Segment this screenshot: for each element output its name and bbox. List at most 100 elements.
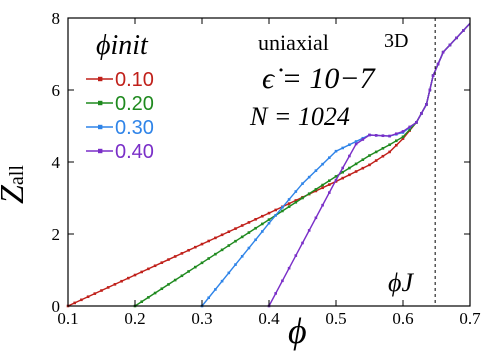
series-marker-0.10 <box>321 186 324 190</box>
series-marker-0.10 <box>381 154 385 158</box>
series-marker-0.30 <box>354 140 358 143</box>
series-marker-0.40 <box>334 178 338 182</box>
series-marker-0.30 <box>341 146 344 150</box>
x-tick-label: 0.7 <box>459 309 481 328</box>
series-marker-0.20 <box>328 179 331 183</box>
x-tick-label: 0.6 <box>392 309 413 328</box>
mode-label: uniaxial <box>258 30 329 55</box>
series-marker-0.10 <box>294 199 298 202</box>
series-marker-0.10 <box>173 255 177 258</box>
y-axis-label-main: Z <box>0 185 31 204</box>
series-marker-0.20 <box>194 265 197 269</box>
series-marker-0.20 <box>334 175 338 178</box>
series-marker-0.30 <box>247 246 251 250</box>
series-marker-0.10 <box>261 214 264 218</box>
series-marker-0.30 <box>227 271 231 275</box>
series-marker-0.40 <box>314 216 318 220</box>
series-marker-0.20 <box>388 143 391 147</box>
series-marker-0.40 <box>441 50 445 54</box>
legend-label: 0.10 <box>115 69 154 91</box>
series-marker-0.40 <box>420 112 423 115</box>
series-marker-0.10 <box>348 173 351 177</box>
series-marker-0.40 <box>294 254 298 257</box>
y-axis-label: Zall <box>0 150 50 210</box>
series-marker-0.20 <box>281 209 284 213</box>
series-marker-0.40 <box>425 103 428 106</box>
series-marker-0.10 <box>100 289 103 292</box>
series-marker-0.10 <box>113 283 117 286</box>
series-marker-0.20 <box>381 147 385 150</box>
series-marker-0.20 <box>294 201 298 204</box>
series-marker-0.40 <box>274 292 277 295</box>
series-marker-0.10 <box>328 183 331 186</box>
series-marker-0.40 <box>415 121 418 124</box>
series-marker-0.20 <box>234 239 237 243</box>
series-marker-0.20 <box>301 196 304 200</box>
series-marker-0.10 <box>207 239 210 243</box>
series-marker-0.10 <box>187 248 190 252</box>
series-marker-0.10 <box>133 273 137 277</box>
series-marker-0.20 <box>173 278 177 282</box>
series-marker-0.40 <box>301 241 304 245</box>
series-marker-0.40 <box>361 138 365 141</box>
series-marker-0.10 <box>247 221 251 224</box>
series-marker-0.30 <box>240 255 244 258</box>
series-marker-0.10 <box>240 224 244 227</box>
series-marker-0.30 <box>234 263 237 266</box>
legend: 0.100.200.300.40 <box>86 69 154 163</box>
series-marker-0.20 <box>160 287 164 291</box>
y-tick-label: 8 <box>52 9 61 28</box>
series-marker-0.10 <box>341 176 344 180</box>
legend-swatch-marker <box>98 76 103 82</box>
y-tick-label: 6 <box>52 81 61 100</box>
series-marker-0.20 <box>314 188 318 191</box>
series-marker-0.40 <box>428 88 432 92</box>
x-axis-label: ϕ <box>288 311 307 351</box>
series-marker-0.40 <box>307 229 311 232</box>
series-marker-0.30 <box>281 206 284 209</box>
series-marker-0.40 <box>431 74 435 77</box>
series-marker-0.30 <box>348 143 351 147</box>
series-marker-0.10 <box>80 298 83 302</box>
legend-label: 0.20 <box>115 93 154 115</box>
series-marker-0.10 <box>120 279 123 283</box>
y-tick-label: 4 <box>52 153 61 172</box>
series-marker-0.10 <box>106 286 110 289</box>
x-tick-label: 0.1 <box>57 309 78 328</box>
series-marker-0.30 <box>294 190 298 193</box>
series-marker-0.40 <box>354 142 358 146</box>
x-tick-label: 0.3 <box>191 309 212 328</box>
series-marker-0.20 <box>341 170 344 174</box>
series-marker-0.30 <box>328 156 331 159</box>
ticks-layer: 0.1 0.2 0.3 0.4 0.5 0.6 0.7 0 2 4 6 8 <box>52 9 482 328</box>
series-marker-0.30 <box>254 238 257 242</box>
n-label: N = 1024 <box>250 102 350 131</box>
series-marker-0.20 <box>214 252 217 256</box>
series-marker-0.40 <box>341 166 344 170</box>
series-marker-0.20 <box>147 296 150 299</box>
series-marker-0.20 <box>348 166 351 170</box>
series-marker-0.20 <box>267 218 271 221</box>
phi-j-label: ϕJ <box>388 268 413 297</box>
series-marker-0.10 <box>287 202 291 205</box>
series-marker-0.10 <box>194 245 197 249</box>
series-marker-0.10 <box>267 211 271 215</box>
series-marker-0.10 <box>167 258 170 261</box>
series-marker-0.10 <box>180 252 184 255</box>
series-marker-0.40 <box>455 36 458 40</box>
series-marker-0.40 <box>374 134 378 137</box>
series-marker-0.20 <box>187 270 190 273</box>
series-marker-0.20 <box>167 283 170 286</box>
x-tick-label: 0.5 <box>325 309 346 328</box>
legend-swatch-marker <box>98 148 103 154</box>
series-marker-0.10 <box>127 276 130 280</box>
series-marker-0.40 <box>287 266 291 270</box>
series-marker-0.10 <box>73 301 76 305</box>
series-marker-0.20 <box>307 192 311 195</box>
series-marker-0.20 <box>207 257 210 260</box>
series-marker-0.10 <box>214 236 217 240</box>
dim-label: 3D <box>384 30 409 52</box>
series-marker-0.20 <box>240 235 244 239</box>
series-marker-0.40 <box>401 130 405 133</box>
